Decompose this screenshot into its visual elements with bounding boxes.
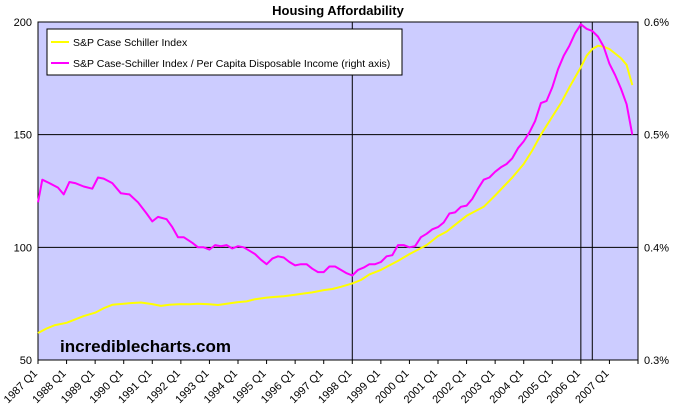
y-tick-label: 200	[14, 17, 32, 29]
series-line-0	[37, 44, 634, 334]
y-tick-label: 50	[20, 355, 32, 367]
watermark: incrediblecharts.com	[60, 337, 231, 356]
y2-tick-label: 0.4%	[644, 242, 669, 254]
legend: S&P Case Schiller Index S&P Case-Schille…	[46, 28, 403, 76]
y2-tick-label: 0.3%	[644, 355, 669, 367]
series-line-1	[37, 23, 634, 277]
y2-tick-label: 0.5%	[644, 130, 669, 142]
left-axis: 200 150 100 50	[14, 17, 32, 367]
legend-label-ratio: S&P Case-Schiller Index / Per Capita Dis…	[73, 58, 390, 70]
chart-title: Housing Affordability	[272, 3, 404, 18]
y-tick-label: 150	[14, 130, 32, 142]
series-layer	[37, 23, 634, 334]
y-tick-label: 100	[14, 242, 32, 254]
vertical-markers	[351, 22, 593, 360]
legend-box	[46, 28, 403, 76]
y2-tick-label: 0.6%	[644, 17, 669, 29]
right-axis: 0.6% 0.5% 0.4% 0.3%	[644, 17, 669, 367]
gridlines	[38, 134, 638, 248]
legend-label-case-schiller: S&P Case Schiller Index	[73, 37, 188, 49]
